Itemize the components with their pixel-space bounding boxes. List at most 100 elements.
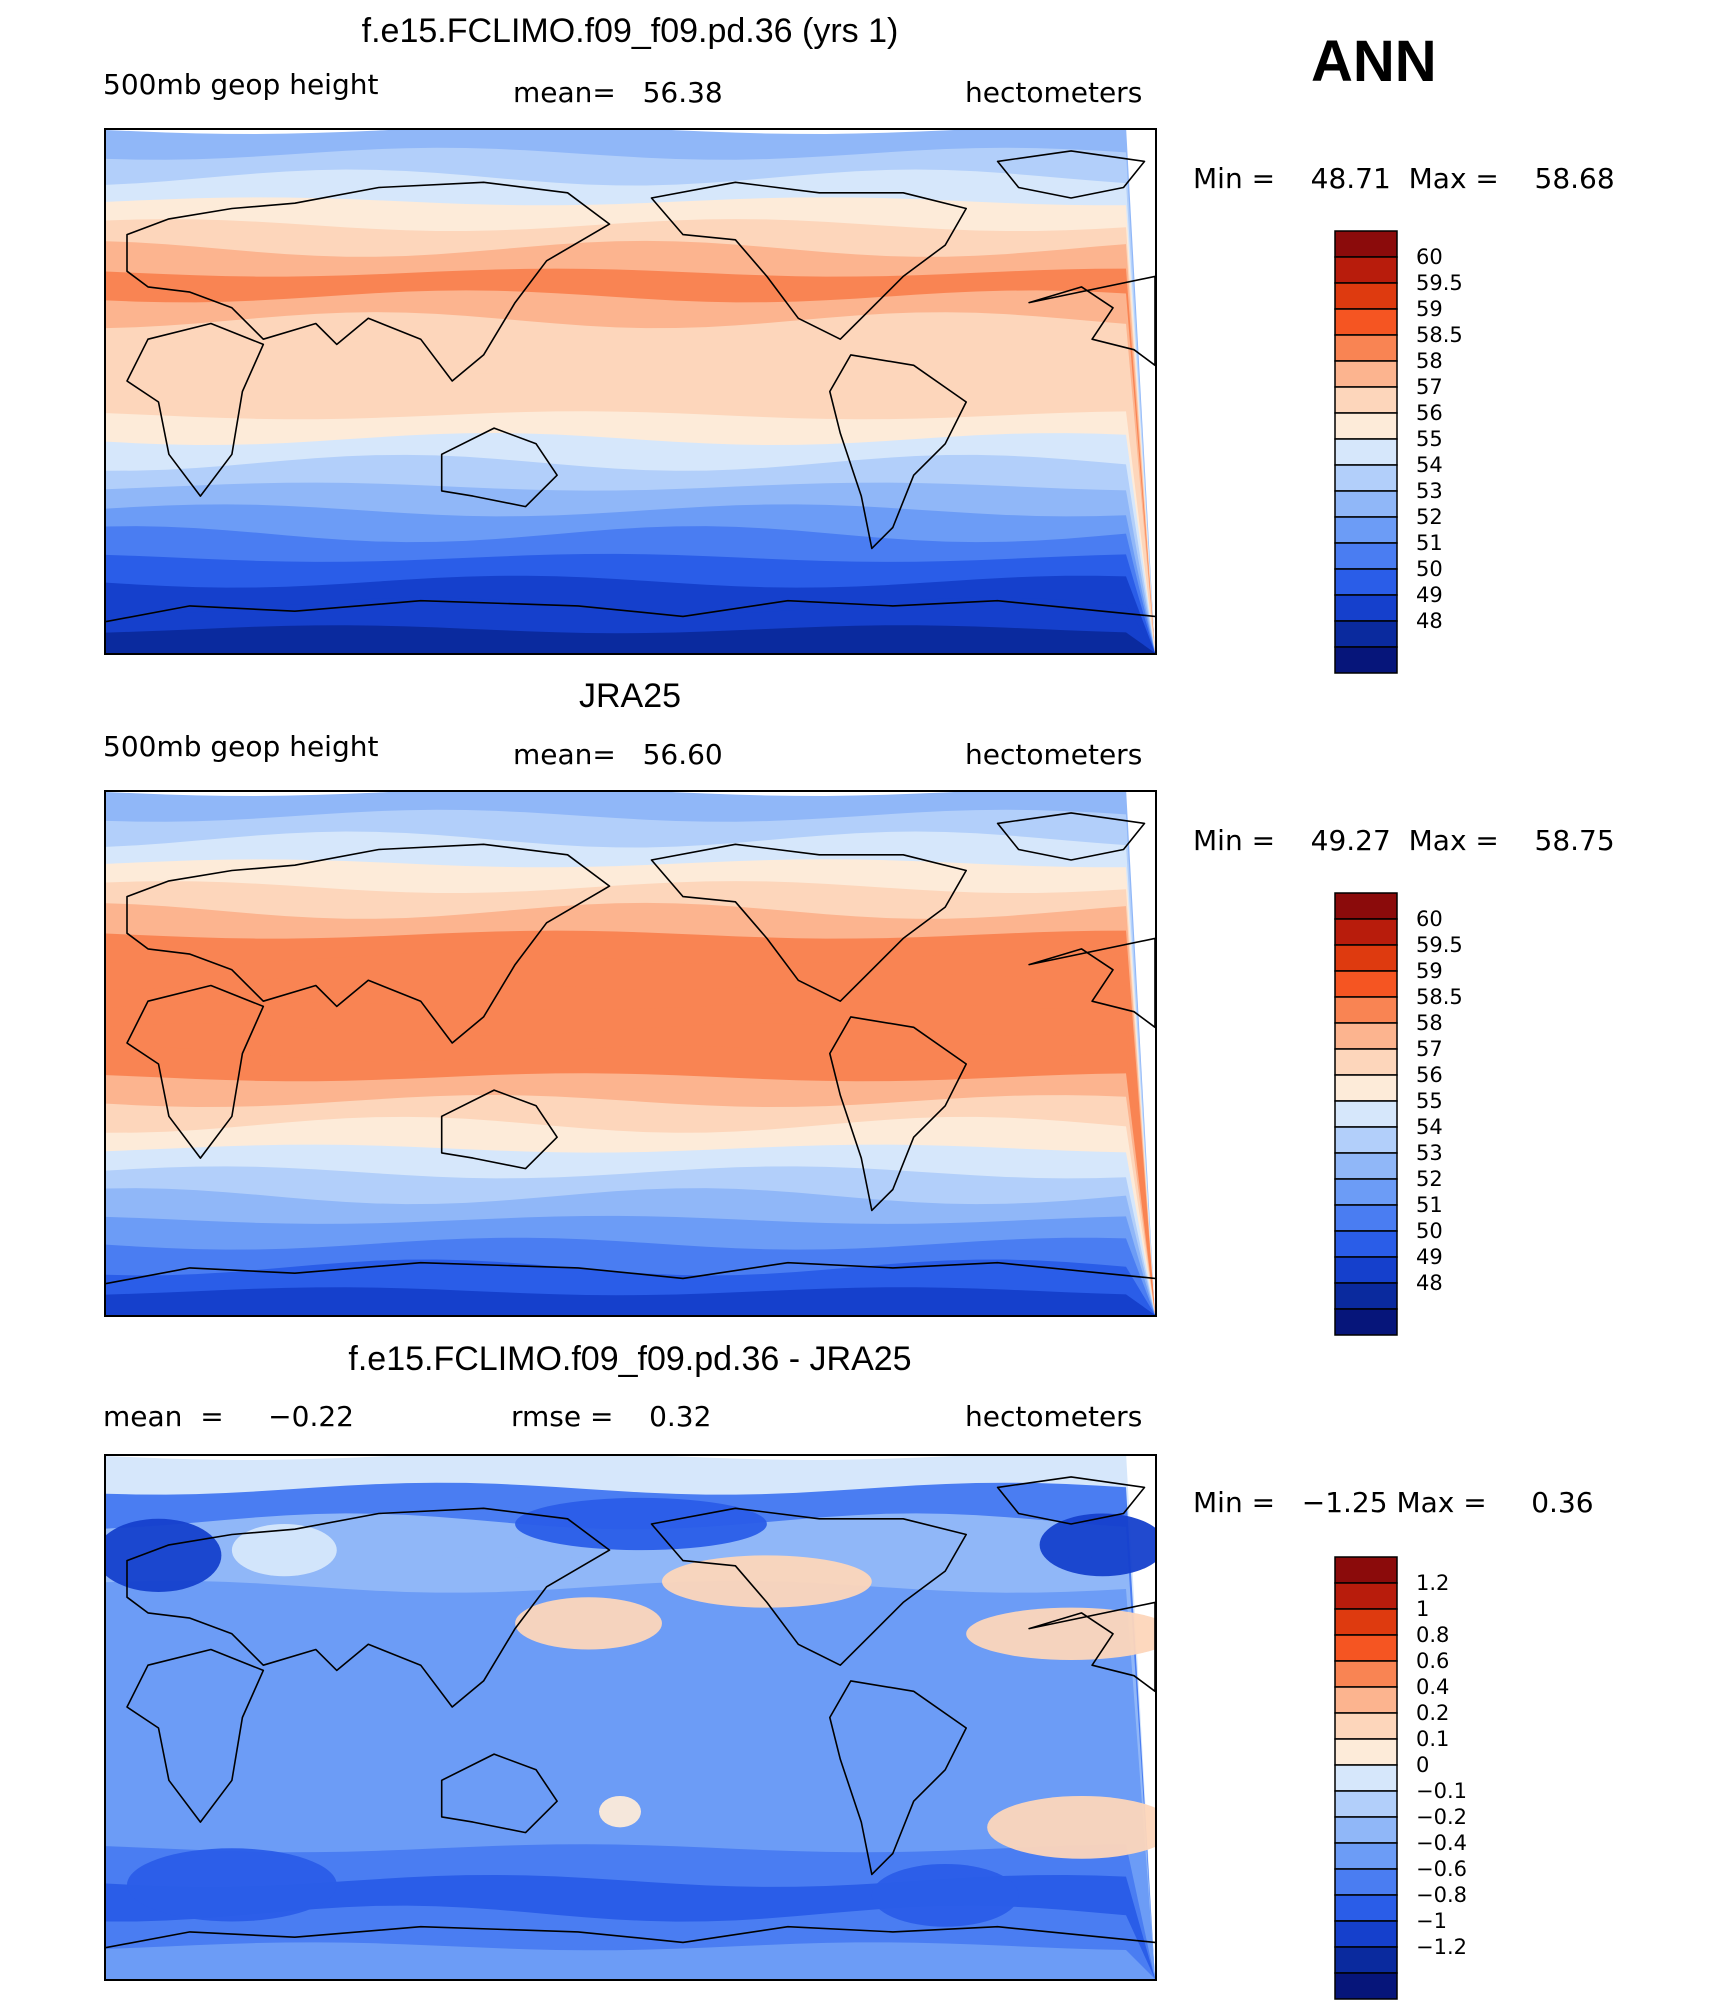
anomaly-blob — [599, 1795, 641, 1828]
continent-outline — [829, 1016, 967, 1212]
colorbar-tick-label: 0.2 — [1416, 1701, 1449, 1725]
panel-3-colorbar: 1.2 1 0.8 0.6 0.4 0.2 0.1 0 −0.1 −0.2 −0.4 −0.6 −0.8… — [1334, 1556, 1554, 2000]
colorbar-swatch — [1334, 438, 1398, 466]
colorbar-tick-label: 48 — [1416, 609, 1443, 633]
colorbar-tick-label: 56 — [1416, 401, 1443, 425]
panel-3-units: hectometers — [965, 1400, 1143, 1433]
colorbar-tick-label: −0.6 — [1416, 1857, 1467, 1881]
colorbar-swatch — [1334, 1738, 1398, 1766]
colorbar-tick-label: 0.4 — [1416, 1675, 1449, 1699]
panel-3-rmse: rmse = 0.32 — [511, 1400, 711, 1433]
continent-outline — [996, 1476, 1146, 1525]
panel-3-title: f.e15.FCLIMO.f09_f09.pd.36 - JRA25 — [348, 1340, 912, 1378]
colorbar-swatch — [1334, 568, 1398, 596]
colorbar-swatch — [1334, 944, 1398, 972]
continent-outline — [650, 843, 967, 1002]
panel-3-min-value: −1.25 — [1301, 1486, 1388, 1519]
colorbar-swatch — [1334, 1686, 1398, 1714]
continent-outline — [106, 1261, 1155, 1285]
colorbar-swatch — [1334, 334, 1398, 362]
colorbar-tick-label: 57 — [1416, 375, 1443, 399]
continent-outline — [126, 181, 611, 382]
colorbar-tick-label: 48 — [1416, 1271, 1443, 1295]
colorbar-swatch — [1334, 1022, 1398, 1050]
panel-3-rmse-value: 0.32 — [649, 1400, 712, 1433]
continent-outline — [440, 427, 558, 508]
continent-outline — [126, 843, 611, 1044]
colorbar-tick-label: 55 — [1416, 427, 1443, 451]
colorbar-tick-label: 54 — [1416, 453, 1443, 477]
colorbar-swatch — [1334, 386, 1398, 414]
colorbar-tick-label: 50 — [1416, 1219, 1443, 1243]
colorbar-swatch — [1334, 1100, 1398, 1128]
colorbar-tick-label: 54 — [1416, 1115, 1443, 1139]
continent-outline — [1028, 937, 1155, 1029]
continent-outline — [829, 354, 967, 550]
colorbar-swatch — [1334, 1048, 1398, 1076]
anomaly-blob — [987, 1795, 1155, 1859]
panel-2-mean: mean= 56.60 — [513, 738, 723, 771]
anomaly-blob — [231, 1523, 337, 1577]
colorbar-tick-label: 58.5 — [1416, 985, 1463, 1009]
colorbar-tick-label: 59.5 — [1416, 933, 1463, 957]
colorbar-swatch — [1334, 1282, 1398, 1310]
anomaly-blob — [661, 1555, 872, 1608]
colorbar-swatch — [1334, 1582, 1398, 1610]
anomaly-blob — [126, 1848, 337, 1922]
panel-2-mean-label: mean= — [513, 738, 616, 771]
continent-outline — [650, 181, 967, 340]
season-label: ANN — [1311, 29, 1437, 94]
continent-outline — [1028, 275, 1155, 367]
panel-2-mean-value: 56.60 — [642, 738, 723, 771]
panel-1-min-label: Min = — [1193, 162, 1276, 195]
panel-2-units: hectometers — [965, 738, 1143, 771]
continent-outline — [440, 1753, 558, 1834]
colorbar-tick-label: −0.8 — [1416, 1883, 1467, 1907]
panel-2-title: JRA25 — [578, 677, 682, 715]
panel-1-title: f.e15.FCLIMO.f09_f09.pd.36 (yrs 1) — [361, 12, 899, 50]
panel-1-max-value: 58.68 — [1534, 162, 1615, 195]
colorbar-tick-label: 0.8 — [1416, 1623, 1449, 1647]
continent-outline — [650, 1507, 967, 1666]
colorbar-swatch — [1334, 412, 1398, 440]
continent-outline — [126, 984, 265, 1159]
colorbar-swatch — [1334, 918, 1398, 946]
colorbar-swatch — [1334, 542, 1398, 570]
colorbar-tick-label: 59.5 — [1416, 271, 1463, 295]
colorbar-swatch — [1334, 970, 1398, 998]
panel-2-max-label: Max = — [1408, 824, 1499, 857]
continent-outline — [1028, 1601, 1155, 1693]
colorbar-tick-label: 51 — [1416, 531, 1443, 555]
colorbar-swatch — [1334, 1556, 1398, 1584]
colorbar-tick-label: −0.1 — [1416, 1779, 1467, 1803]
colorbar-tick-label: −1.2 — [1416, 1935, 1467, 1959]
colorbar-swatch — [1334, 646, 1398, 674]
continent-outline — [996, 150, 1146, 199]
panel-1-max-label: Max = — [1408, 162, 1499, 195]
colorbar-tick-label: 53 — [1416, 1141, 1443, 1165]
colorbar-swatch — [1334, 516, 1398, 544]
colorbar-swatch — [1334, 1842, 1398, 1870]
colorbar-swatch — [1334, 1308, 1398, 1336]
colorbar-tick-label: 58.5 — [1416, 323, 1463, 347]
colorbar-tick-label: 57 — [1416, 1037, 1443, 1061]
colorbar-swatch — [1334, 1816, 1398, 1844]
colorbar-tick-label: 0 — [1416, 1753, 1429, 1777]
continent-outline — [126, 322, 265, 497]
panel-2-map — [104, 790, 1157, 1317]
colorbar-swatch — [1334, 490, 1398, 518]
anomaly-blob — [966, 1607, 1155, 1660]
colorbar-tick-label: 50 — [1416, 557, 1443, 581]
colorbar-tick-label: 49 — [1416, 1245, 1443, 1269]
contour-band — [106, 1942, 1155, 1979]
panel-1-colorbar: 60 59.5 59 58.5 58 57 56 55 54 53 52 51 50 49 48 — [1334, 230, 1554, 674]
colorbar-swatch — [1334, 1608, 1398, 1636]
anomaly-blob — [1039, 1513, 1155, 1577]
panel-3-max-label: Max = — [1396, 1486, 1487, 1519]
colorbar-swatch — [1334, 1204, 1398, 1232]
colorbar-tick-label: −0.2 — [1416, 1805, 1467, 1829]
colorbar-swatch — [1334, 1660, 1398, 1688]
colorbar-swatch — [1334, 1920, 1398, 1948]
panel-1-mean: mean= 56.38 — [513, 76, 723, 109]
colorbar-tick-label: 56 — [1416, 1063, 1443, 1087]
